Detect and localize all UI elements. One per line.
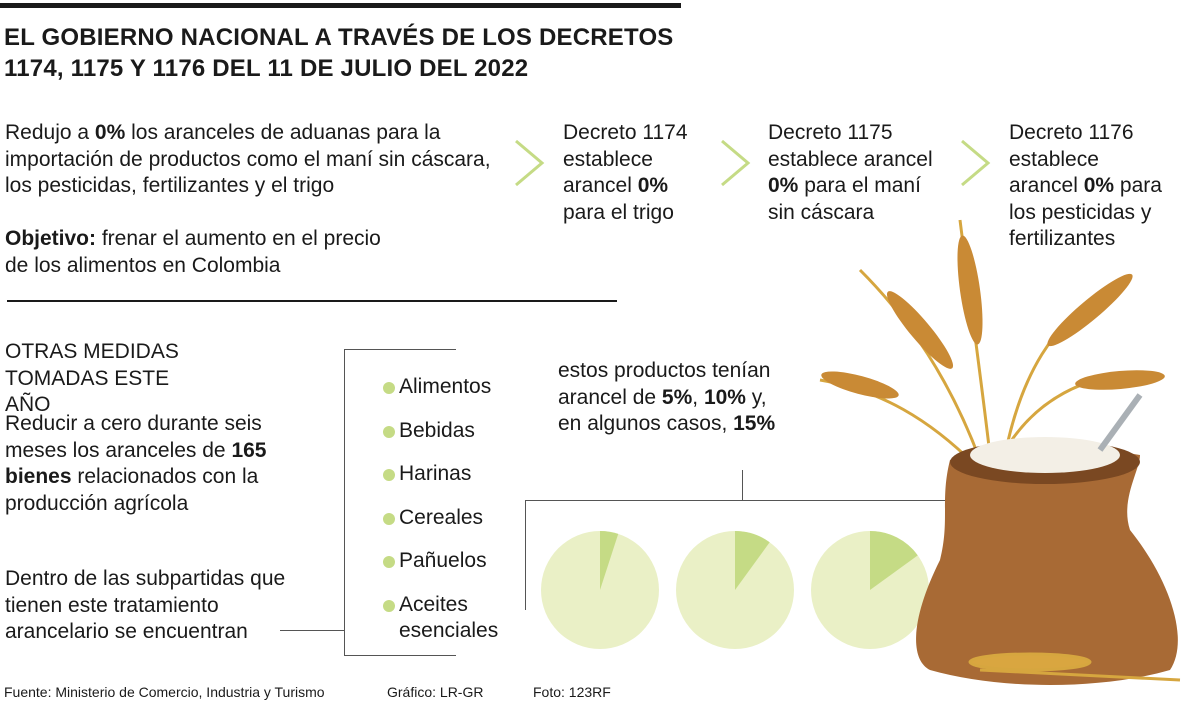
bullet-icon xyxy=(383,599,395,612)
pie-slice-10pct xyxy=(735,531,770,590)
connector-line xyxy=(280,630,345,631)
products-list: Alimentos Bebidas Harinas Cereales Pañue… xyxy=(383,374,503,661)
intro-text: Redujo a 0% los aranceles de aduanas par… xyxy=(5,121,491,197)
bracket-line xyxy=(344,655,456,656)
list-item: Bebidas xyxy=(383,418,503,444)
top-rule xyxy=(0,3,681,8)
objective-text: Objetivo: frenar el aumento en el precio… xyxy=(5,227,381,277)
list-item: Pañuelos xyxy=(383,548,503,574)
graphic-credit: Gráfico: LR-GR xyxy=(387,684,484,700)
pie-slice-5pct xyxy=(600,531,619,590)
pie-charts xyxy=(541,531,929,649)
photo-credit: Foto: 123RF xyxy=(533,684,611,700)
list-item: Alimentos xyxy=(383,374,503,400)
other-measures-heading: OTRAS MEDIDAS TOMADAS ESTE AÑO xyxy=(5,340,179,416)
wheat-sack-illustration xyxy=(819,219,1181,685)
bracket-line xyxy=(742,470,743,501)
other-measures-text: Reducir a cero durante seis meses los ar… xyxy=(5,412,267,515)
chevron-right-icon xyxy=(515,139,545,187)
bullet-icon xyxy=(383,425,395,438)
bullet-icon xyxy=(383,556,395,568)
bracket-line xyxy=(344,349,456,350)
rates-text: estos productos tenían arancel de 5%, 10… xyxy=(558,359,776,435)
chevron-right-icon xyxy=(961,139,991,187)
list-item: Cereales xyxy=(383,505,503,531)
list-item: Aceites esenciales xyxy=(383,592,503,644)
subpartidas-text: Dentro de las subpartidas que tienen est… xyxy=(5,567,286,643)
section-divider xyxy=(7,300,617,302)
bracket-line xyxy=(525,500,526,610)
bracket-line xyxy=(525,500,945,501)
bullet-icon xyxy=(383,469,395,481)
source-credit: Fuente: Ministerio de Comercio, Industri… xyxy=(4,684,325,700)
decree-1175: Decreto 1175 establece arancel 0% para e… xyxy=(768,121,933,224)
decree-1176: Decreto 1176 establece arancel 0% para l… xyxy=(1009,121,1162,250)
bracket-line xyxy=(344,349,345,656)
pie-slice-15pct xyxy=(870,531,918,590)
bullet-icon xyxy=(383,512,395,525)
page-title: EL GOBIERNO NACIONAL A TRAVÉS DE LOS DEC… xyxy=(4,24,674,82)
bullet-icon xyxy=(383,382,395,394)
decree-1174: Decreto 1174 establece arancel 0% para e… xyxy=(563,121,688,224)
list-item: Harinas xyxy=(383,461,503,487)
chevron-right-icon xyxy=(721,139,751,187)
